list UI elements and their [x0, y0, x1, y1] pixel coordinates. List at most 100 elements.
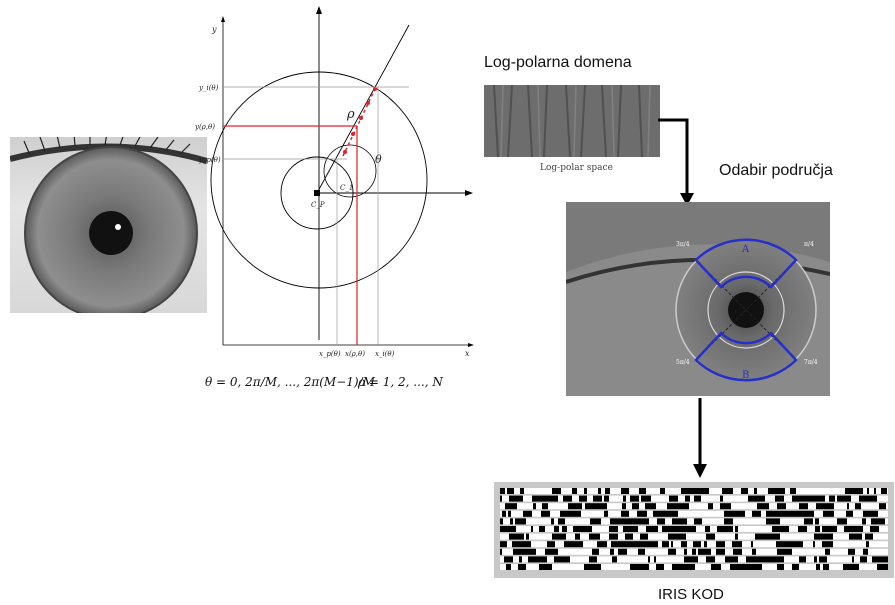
barcode-cell [666, 526, 671, 532]
barcode-cell [538, 518, 540, 525]
barcode-cell [715, 503, 720, 510]
barcode-cell [787, 510, 793, 517]
barcode-cell [780, 533, 789, 540]
barcode-cell [618, 518, 626, 525]
barcode-cell [750, 518, 756, 525]
barcode-cell [813, 488, 815, 494]
barcode-cell [603, 564, 612, 570]
barcode-cell [568, 518, 577, 525]
barcode-cell [857, 533, 862, 540]
barcode-cell [500, 488, 505, 494]
log-polar-title: Log-polarna domena [484, 54, 632, 71]
barcode-cell [789, 533, 796, 540]
barcode-cell [649, 518, 651, 525]
barcode-cell [837, 518, 840, 525]
barcode-cell [522, 556, 528, 563]
barcode-cell [678, 495, 680, 502]
iris-code-barcode [494, 482, 894, 578]
barcode-cell [861, 503, 868, 510]
log-polar-texture [484, 85, 660, 157]
barcode-cell [760, 495, 765, 502]
barcode-cell [503, 503, 505, 510]
barcode-cell [598, 488, 601, 494]
barcode-cell [833, 526, 837, 532]
barcode-cell [786, 503, 795, 510]
barcode-cell [726, 510, 730, 517]
barcode-cell [669, 495, 678, 502]
barcode-cell [709, 533, 715, 540]
barcode-cell [762, 541, 768, 548]
barcode-cell [548, 533, 552, 540]
barcode-cell [526, 533, 529, 540]
barcode-cell [516, 526, 525, 532]
barcode-cell [641, 564, 649, 570]
barcode-cell [566, 533, 575, 540]
barcode-cell [777, 564, 784, 570]
barcode-cell [725, 533, 733, 540]
barcode-cell [531, 488, 536, 494]
barcode-cell [684, 548, 687, 555]
barcode-cell [602, 526, 609, 532]
barcode-cell [575, 556, 580, 563]
barcode-cell [679, 518, 687, 525]
barcode-cell [746, 503, 748, 510]
barcode-cell [603, 533, 609, 540]
barcode-cell [791, 556, 799, 563]
barcode-cell [807, 510, 814, 517]
barcode-cell [515, 564, 518, 570]
barcode-cell [661, 510, 669, 517]
barcode-cell [716, 518, 724, 525]
barcode-cell [510, 518, 513, 525]
barcode-cell [517, 541, 526, 548]
barcode-cell [513, 548, 521, 555]
barcode-cell [814, 510, 823, 517]
log-polar-caption: Log-polar space [540, 163, 613, 173]
barcode-cell [558, 533, 566, 540]
barcode-cell [696, 548, 698, 555]
barcode-cell [607, 503, 609, 510]
barcode-cell [741, 503, 746, 510]
barcode-cell [577, 488, 584, 494]
barcode-cell [772, 526, 779, 532]
barcode-cell [660, 503, 663, 510]
barcode-cell [539, 526, 545, 532]
barcode-cell [813, 541, 815, 548]
barcode-cell [502, 510, 506, 517]
barcode-cell [715, 556, 720, 563]
barcode-cell [822, 541, 831, 548]
barcode-cell [500, 495, 502, 502]
barcode-cell [601, 503, 607, 510]
barcode-cell [595, 526, 602, 532]
angle-label-4: 7π/4 [804, 359, 818, 366]
barcode-cell [550, 548, 558, 555]
barcode-cell [735, 533, 738, 540]
barcode-cell [701, 510, 704, 517]
barcode-cell [725, 541, 729, 548]
barcode-cell [748, 488, 754, 494]
barcode-cell [566, 510, 572, 517]
barcode-cell [720, 556, 725, 563]
barcode-cell [505, 488, 507, 494]
barcode-cell [874, 488, 876, 494]
barcode-cell [665, 495, 669, 502]
barcode-cell [724, 510, 726, 517]
barcode-cell [665, 503, 667, 510]
barcode-cell [796, 533, 805, 540]
barcode-cell [659, 548, 663, 555]
barcode-cell [717, 526, 719, 532]
barcode-cell [637, 564, 641, 570]
barcode-cell [687, 518, 694, 525]
barcode-cell [755, 503, 757, 510]
barcode-cell [825, 526, 833, 532]
barcode-cell [689, 503, 694, 510]
barcode-cell [600, 556, 605, 563]
barcode-cell [768, 541, 770, 548]
barcode-cell [504, 533, 509, 540]
barcode-cell [507, 488, 512, 494]
barcode-cell [651, 548, 659, 555]
barcode-cell [887, 556, 888, 563]
barcode-cell [648, 556, 650, 563]
barcode-cell [655, 541, 658, 548]
barcode-cell [550, 510, 557, 517]
barcode-cell [881, 556, 884, 563]
